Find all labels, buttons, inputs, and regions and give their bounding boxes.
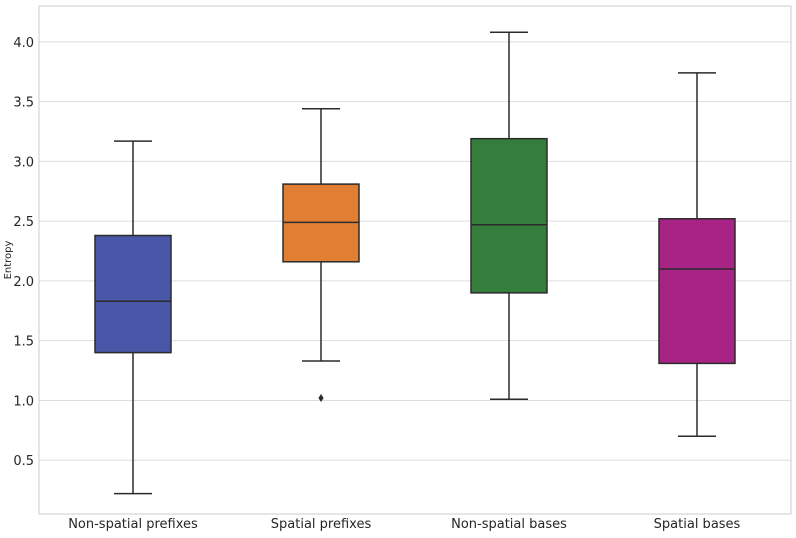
box-group: [94, 140, 172, 495]
y-tick-label: 3.5: [13, 96, 34, 111]
y-tick-label: 1.5: [13, 335, 34, 350]
box-group: [658, 72, 736, 438]
x-tick-labels: Non-spatial prefixes Spatial prefixes Non-…: [68, 517, 740, 532]
plot-frame: [38, 5, 792, 515]
y-tick-labels: 0.5 1.0 1.5 2.0 2.5 3.0 3.5 4.0: [13, 36, 34, 469]
y-tick-label: 0.5: [13, 454, 34, 469]
iqr-box: [470, 137, 548, 294]
iqr-box: [658, 218, 736, 365]
y-tick-label: 1.0: [13, 394, 34, 409]
box-group: [470, 31, 548, 401]
y-tick-label: 4.0: [13, 36, 34, 51]
x-tick-label: Non-spatial bases: [451, 517, 567, 532]
box-group: [282, 108, 360, 403]
y-tick-label: 2.0: [13, 275, 34, 290]
x-tick-label: Spatial prefixes: [271, 517, 372, 532]
iqr-box: [94, 234, 172, 354]
x-tick-label: Non-spatial prefixes: [68, 517, 198, 532]
boxes-layer: [94, 31, 736, 495]
y-tick-label: 2.5: [13, 215, 34, 230]
outlier-point: [318, 394, 324, 403]
x-tick-label: Spatial bases: [654, 517, 741, 532]
y-axis-label: Entropy: [3, 240, 14, 279]
y-tick-label: 3.0: [13, 155, 34, 170]
